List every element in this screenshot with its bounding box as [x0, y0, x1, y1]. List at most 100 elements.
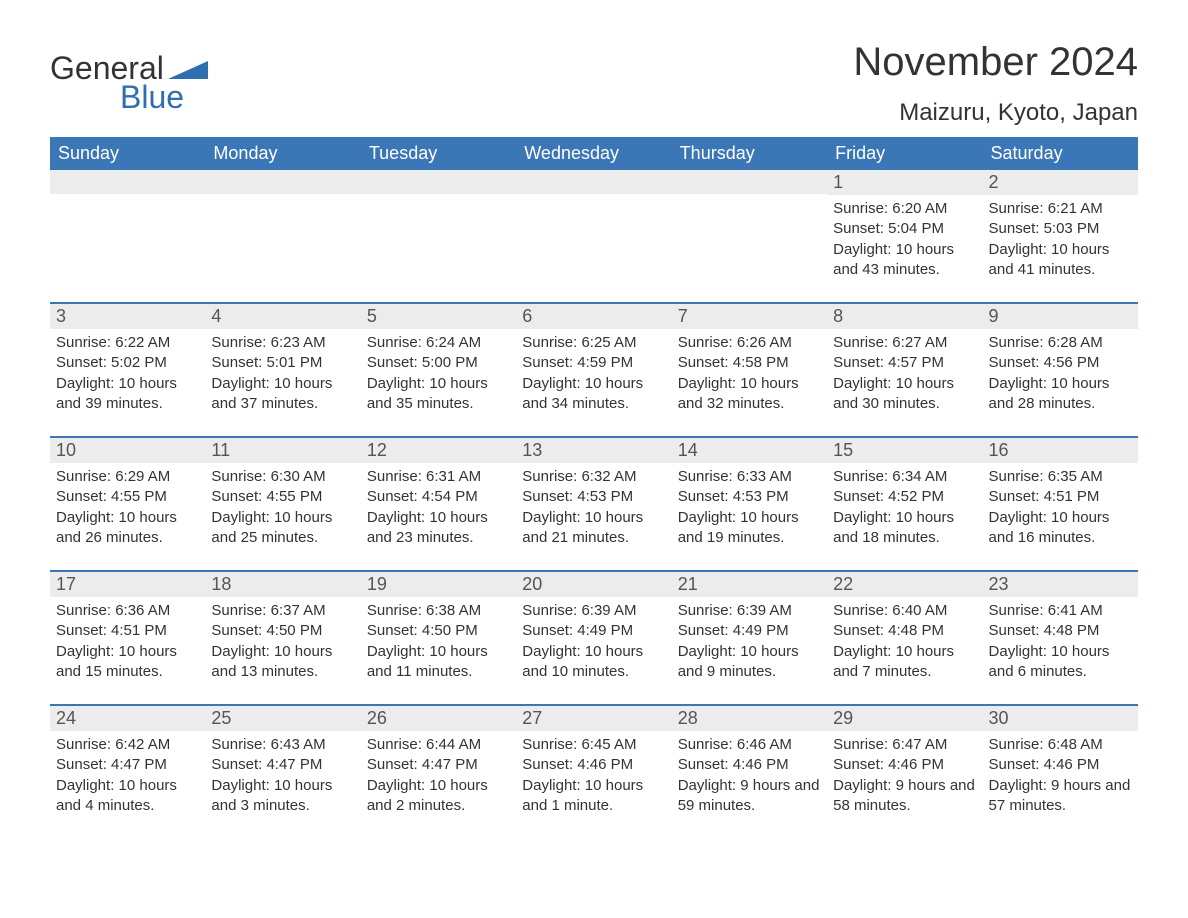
- daylight-text: Daylight: 10 hours and 23 minutes.: [367, 508, 510, 549]
- daylight-text: Daylight: 10 hours and 19 minutes.: [678, 508, 821, 549]
- week-row: 10Sunrise: 6:29 AMSunset: 4:55 PMDayligh…: [50, 436, 1138, 552]
- day-number: [361, 170, 516, 194]
- weekday-header: Tuesday: [361, 137, 516, 170]
- day-content: Sunrise: 6:47 AMSunset: 4:46 PMDaylight:…: [827, 731, 982, 820]
- sunset-text: Sunset: 4:58 PM: [678, 353, 821, 373]
- sunrise-text: Sunrise: 6:26 AM: [678, 333, 821, 353]
- sunrise-text: Sunrise: 6:31 AM: [367, 467, 510, 487]
- day-number: 11: [205, 438, 360, 463]
- day-number: [516, 170, 671, 194]
- sunrise-text: Sunrise: 6:23 AM: [211, 333, 354, 353]
- day-number: 2: [983, 170, 1138, 195]
- day-content: Sunrise: 6:44 AMSunset: 4:47 PMDaylight:…: [361, 731, 516, 820]
- day-number: 24: [50, 706, 205, 731]
- day-cell: 19Sunrise: 6:38 AMSunset: 4:50 PMDayligh…: [361, 572, 516, 686]
- sunrise-text: Sunrise: 6:30 AM: [211, 467, 354, 487]
- day-number: 19: [361, 572, 516, 597]
- day-cell: 28Sunrise: 6:46 AMSunset: 4:46 PMDayligh…: [672, 706, 827, 820]
- daylight-text: Daylight: 10 hours and 3 minutes.: [211, 776, 354, 817]
- day-content: Sunrise: 6:38 AMSunset: 4:50 PMDaylight:…: [361, 597, 516, 686]
- sunrise-text: Sunrise: 6:48 AM: [989, 735, 1132, 755]
- day-number: 26: [361, 706, 516, 731]
- day-number: 28: [672, 706, 827, 731]
- sunset-text: Sunset: 4:47 PM: [367, 755, 510, 775]
- sunset-text: Sunset: 5:00 PM: [367, 353, 510, 373]
- day-cell: 11Sunrise: 6:30 AMSunset: 4:55 PMDayligh…: [205, 438, 360, 552]
- location-label: Maizuru, Kyoto, Japan: [853, 99, 1138, 127]
- day-number: [50, 170, 205, 194]
- day-number: 27: [516, 706, 671, 731]
- daylight-text: Daylight: 10 hours and 2 minutes.: [367, 776, 510, 817]
- logo-text-blue: Blue: [120, 79, 184, 116]
- sunrise-text: Sunrise: 6:38 AM: [367, 601, 510, 621]
- daylight-text: Daylight: 10 hours and 18 minutes.: [833, 508, 976, 549]
- day-cell: 9Sunrise: 6:28 AMSunset: 4:56 PMDaylight…: [983, 304, 1138, 418]
- day-content: Sunrise: 6:41 AMSunset: 4:48 PMDaylight:…: [983, 597, 1138, 686]
- daylight-text: Daylight: 10 hours and 1 minute.: [522, 776, 665, 817]
- sunset-text: Sunset: 4:53 PM: [522, 487, 665, 507]
- daylight-text: Daylight: 10 hours and 11 minutes.: [367, 642, 510, 683]
- day-content: Sunrise: 6:24 AMSunset: 5:00 PMDaylight:…: [361, 329, 516, 418]
- daylight-text: Daylight: 10 hours and 39 minutes.: [56, 374, 199, 415]
- day-number: 6: [516, 304, 671, 329]
- sunset-text: Sunset: 4:51 PM: [989, 487, 1132, 507]
- day-content: Sunrise: 6:42 AMSunset: 4:47 PMDaylight:…: [50, 731, 205, 820]
- day-cell: 8Sunrise: 6:27 AMSunset: 4:57 PMDaylight…: [827, 304, 982, 418]
- day-cell: 25Sunrise: 6:43 AMSunset: 4:47 PMDayligh…: [205, 706, 360, 820]
- day-content: Sunrise: 6:29 AMSunset: 4:55 PMDaylight:…: [50, 463, 205, 552]
- day-cell: 26Sunrise: 6:44 AMSunset: 4:47 PMDayligh…: [361, 706, 516, 820]
- sunset-text: Sunset: 5:02 PM: [56, 353, 199, 373]
- day-cell: 23Sunrise: 6:41 AMSunset: 4:48 PMDayligh…: [983, 572, 1138, 686]
- day-content: Sunrise: 6:20 AMSunset: 5:04 PMDaylight:…: [827, 195, 982, 284]
- sunset-text: Sunset: 4:55 PM: [211, 487, 354, 507]
- logo: General Blue: [50, 50, 208, 116]
- daylight-text: Daylight: 9 hours and 58 minutes.: [833, 776, 976, 817]
- daylight-text: Daylight: 10 hours and 13 minutes.: [211, 642, 354, 683]
- day-content: Sunrise: 6:22 AMSunset: 5:02 PMDaylight:…: [50, 329, 205, 418]
- daylight-text: Daylight: 10 hours and 15 minutes.: [56, 642, 199, 683]
- daylight-text: Daylight: 10 hours and 4 minutes.: [56, 776, 199, 817]
- calendar-grid: SundayMondayTuesdayWednesdayThursdayFrid…: [50, 137, 1138, 820]
- sunrise-text: Sunrise: 6:29 AM: [56, 467, 199, 487]
- day-content: Sunrise: 6:27 AMSunset: 4:57 PMDaylight:…: [827, 329, 982, 418]
- sunset-text: Sunset: 4:51 PM: [56, 621, 199, 641]
- day-number: 30: [983, 706, 1138, 731]
- sunrise-text: Sunrise: 6:32 AM: [522, 467, 665, 487]
- day-number: 1: [827, 170, 982, 195]
- day-content: Sunrise: 6:26 AMSunset: 4:58 PMDaylight:…: [672, 329, 827, 418]
- title-block: November 2024 Maizuru, Kyoto, Japan: [853, 40, 1138, 127]
- sunrise-text: Sunrise: 6:24 AM: [367, 333, 510, 353]
- day-content: Sunrise: 6:39 AMSunset: 4:49 PMDaylight:…: [672, 597, 827, 686]
- sunset-text: Sunset: 4:55 PM: [56, 487, 199, 507]
- sunrise-text: Sunrise: 6:41 AM: [989, 601, 1132, 621]
- sunset-text: Sunset: 4:52 PM: [833, 487, 976, 507]
- day-cell: 30Sunrise: 6:48 AMSunset: 4:46 PMDayligh…: [983, 706, 1138, 820]
- day-number: 3: [50, 304, 205, 329]
- sunrise-text: Sunrise: 6:43 AM: [211, 735, 354, 755]
- day-content: Sunrise: 6:40 AMSunset: 4:48 PMDaylight:…: [827, 597, 982, 686]
- day-cell: 21Sunrise: 6:39 AMSunset: 4:49 PMDayligh…: [672, 572, 827, 686]
- week-row: 3Sunrise: 6:22 AMSunset: 5:02 PMDaylight…: [50, 302, 1138, 418]
- day-cell: 16Sunrise: 6:35 AMSunset: 4:51 PMDayligh…: [983, 438, 1138, 552]
- day-cell: 15Sunrise: 6:34 AMSunset: 4:52 PMDayligh…: [827, 438, 982, 552]
- day-cell: 10Sunrise: 6:29 AMSunset: 4:55 PMDayligh…: [50, 438, 205, 552]
- day-cell: 7Sunrise: 6:26 AMSunset: 4:58 PMDaylight…: [672, 304, 827, 418]
- sunset-text: Sunset: 4:56 PM: [989, 353, 1132, 373]
- sunrise-text: Sunrise: 6:44 AM: [367, 735, 510, 755]
- day-number: 10: [50, 438, 205, 463]
- daylight-text: Daylight: 10 hours and 30 minutes.: [833, 374, 976, 415]
- day-cell: 6Sunrise: 6:25 AMSunset: 4:59 PMDaylight…: [516, 304, 671, 418]
- day-content: Sunrise: 6:36 AMSunset: 4:51 PMDaylight:…: [50, 597, 205, 686]
- day-number: 16: [983, 438, 1138, 463]
- sunset-text: Sunset: 4:54 PM: [367, 487, 510, 507]
- daylight-text: Daylight: 9 hours and 57 minutes.: [989, 776, 1132, 817]
- day-number: 7: [672, 304, 827, 329]
- day-content: Sunrise: 6:25 AMSunset: 4:59 PMDaylight:…: [516, 329, 671, 418]
- sunrise-text: Sunrise: 6:45 AM: [522, 735, 665, 755]
- day-number: 4: [205, 304, 360, 329]
- daylight-text: Daylight: 10 hours and 43 minutes.: [833, 240, 976, 281]
- sunrise-text: Sunrise: 6:47 AM: [833, 735, 976, 755]
- daylight-text: Daylight: 10 hours and 26 minutes.: [56, 508, 199, 549]
- sunset-text: Sunset: 4:46 PM: [678, 755, 821, 775]
- day-cell: [361, 170, 516, 284]
